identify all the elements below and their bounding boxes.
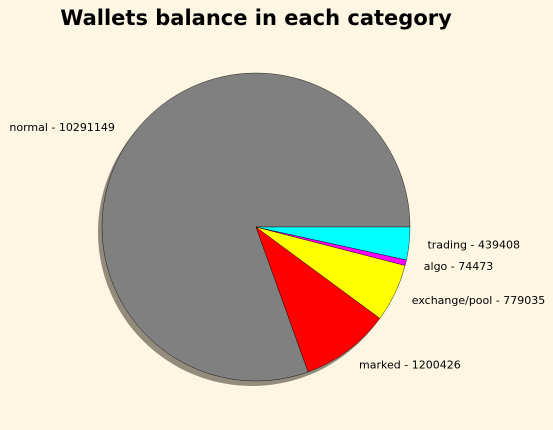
pie-label-algo: algo - 74473: [424, 260, 493, 273]
pie-label-normal: normal - 10291149: [9, 121, 115, 134]
pie-labels: normal - 10291149 marked - 1200426 exchang…: [9, 121, 545, 371]
pie-slices: [101, 72, 411, 382]
pie-slice-trading: [255, 226, 411, 261]
chart-title: Wallets balance in each category: [60, 6, 452, 30]
pie-label-trading: trading - 439408: [427, 239, 520, 252]
pie-label-marked: marked - 1200426: [359, 358, 461, 371]
pie-slice-marked: [255, 226, 381, 373]
pie-label-exchange-pool: exchange/pool - 779035: [412, 294, 546, 307]
